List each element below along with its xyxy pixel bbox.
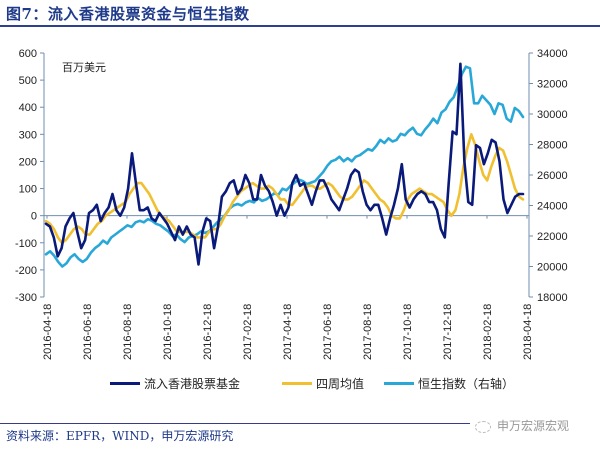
legend-item-ma4: 四周均值 bbox=[282, 375, 364, 392]
right-tick-label: 28000 bbox=[537, 140, 568, 152]
legend-label-flow: 流入香港股票基金 bbox=[144, 377, 241, 391]
right-tick-label: 22000 bbox=[537, 231, 568, 243]
x-tick-label: 2017-06-18 bbox=[322, 304, 334, 360]
source-note: 资料来源：EPFR，WIND，申万宏源研究 bbox=[6, 429, 234, 443]
x-tick-label: 2017-08-18 bbox=[362, 304, 374, 360]
legend-swatch-flow bbox=[110, 382, 140, 385]
watermark: 申万宏源宏观 bbox=[475, 417, 569, 434]
left-tick-label: 0 bbox=[31, 211, 37, 223]
right-tick-label: 32000 bbox=[537, 79, 568, 91]
x-tick-label: 2016-12-18 bbox=[202, 304, 214, 360]
legend-item-flow: 流入香港股票基金 bbox=[110, 375, 240, 392]
x-tick-label: 2017-04-18 bbox=[282, 304, 294, 360]
left-tick-label: 100 bbox=[19, 184, 37, 196]
title-divider bbox=[0, 25, 600, 27]
left-tick-label: -300 bbox=[15, 292, 37, 304]
x-tick-label: 2017-02-18 bbox=[242, 304, 254, 360]
x-tick-label: 2016-10-18 bbox=[162, 304, 174, 360]
legend-item-hsi: 恒生指数（右轴） bbox=[384, 375, 514, 392]
left-tick-label: 300 bbox=[19, 129, 37, 141]
x-tick-label: 2018-02-18 bbox=[482, 304, 494, 360]
wechat-icon bbox=[475, 420, 491, 433]
right-tick-label: 18000 bbox=[537, 292, 568, 304]
x-tick-label: 2018-04-18 bbox=[522, 304, 534, 360]
legend-label-hsi: 恒生指数（右轴） bbox=[418, 377, 515, 391]
watermark-text: 申万宏源宏观 bbox=[497, 419, 570, 433]
chart-labels: -300 -200 -100 0 100 200 300 400 500 600 18000 2000… bbox=[15, 48, 568, 360]
source-divider bbox=[0, 423, 470, 424]
x-tick-label: 2016-06-18 bbox=[82, 304, 94, 360]
left-tick-label: 500 bbox=[19, 75, 37, 87]
figure-title: 图7：流入香港股票资金与恒生指数 bbox=[6, 5, 250, 23]
x-tick-label: 2017-10-18 bbox=[402, 304, 414, 360]
right-tick-label: 26000 bbox=[537, 170, 568, 182]
right-tick-label: 20000 bbox=[537, 262, 568, 274]
legend-label-ma4: 四周均值 bbox=[316, 377, 365, 391]
x-tick-label: 2016-04-18 bbox=[42, 304, 54, 360]
x-tick-label: 2017-12-18 bbox=[442, 304, 454, 360]
legend-swatch-hsi bbox=[384, 382, 414, 385]
chart-series bbox=[44, 62, 525, 268]
left-tick-label: 200 bbox=[19, 156, 37, 168]
x-tick-label: 2016-08-18 bbox=[122, 304, 134, 360]
series-line-hsi bbox=[44, 65, 525, 268]
chart-axes bbox=[40, 52, 533, 298]
left-tick-label: -200 bbox=[15, 265, 37, 277]
right-tick-label: 34000 bbox=[537, 48, 568, 60]
series-line-flow bbox=[44, 62, 525, 266]
left-axis-unit: 百万美元 bbox=[62, 61, 106, 74]
left-tick-label: 600 bbox=[19, 48, 37, 60]
right-tick-label: 30000 bbox=[537, 109, 568, 121]
left-tick-label: 400 bbox=[19, 102, 37, 114]
right-tick-label: 24000 bbox=[537, 201, 568, 213]
left-tick-label: -100 bbox=[15, 238, 37, 250]
legend-swatch-ma4 bbox=[282, 382, 312, 385]
